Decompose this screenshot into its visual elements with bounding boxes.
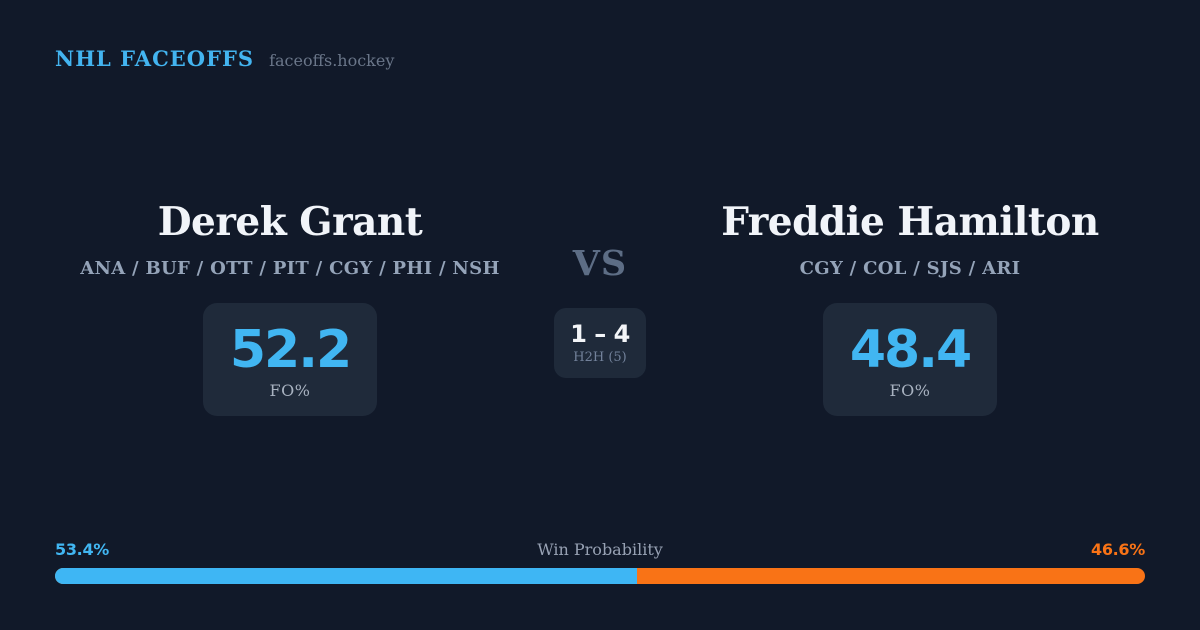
player-teams-right: CGY / COL / SJS / ARI: [799, 257, 1021, 279]
vs-label: VS: [572, 243, 628, 284]
fo-pct-label-right: FO%: [889, 381, 931, 401]
fo-pct-left: 52.2: [229, 319, 352, 380]
win-probability-bar: [55, 568, 1145, 584]
brand-title: NHL FACEOFFS: [55, 46, 255, 71]
fo-pct-right: 48.4: [849, 319, 972, 380]
stat-box-right: 48.4 FO%: [823, 302, 997, 416]
fo-pct-label-left: FO%: [269, 381, 311, 401]
win-pct-right: 46.6%: [1090, 540, 1145, 559]
h2h-score: 1 – 4: [570, 320, 630, 349]
stat-box-left: 52.2 FO%: [203, 302, 377, 416]
matchup-center: VS 1 – 4 H2H (5): [520, 246, 680, 378]
win-probability-title: Win Probability: [537, 540, 663, 559]
h2h-box: 1 – 4 H2H (5): [554, 308, 646, 378]
player-name-right: Freddie Hamilton: [721, 199, 1099, 245]
player-teams-left: ANA / BUF / OTT / PIT / CGY / PHI / NSH: [80, 257, 500, 279]
win-probability-labels: 53.4% Win Probability 46.6%: [55, 540, 1145, 559]
player-card-left: Derek Grant ANA / BUF / OTT / PIT / CGY …: [55, 200, 525, 416]
win-probability-bar-left-fill: [55, 568, 638, 584]
site-url: faceoffs.hockey: [269, 51, 395, 70]
win-pct-left: 53.4%: [55, 540, 110, 559]
app-header: NHL FACEOFFS faceoffs.hockey: [55, 46, 394, 71]
player-name-left: Derek Grant: [157, 199, 423, 245]
player-card-right: Freddie Hamilton CGY / COL / SJS / ARI 4…: [675, 200, 1145, 416]
h2h-label: H2H (5): [573, 349, 627, 365]
